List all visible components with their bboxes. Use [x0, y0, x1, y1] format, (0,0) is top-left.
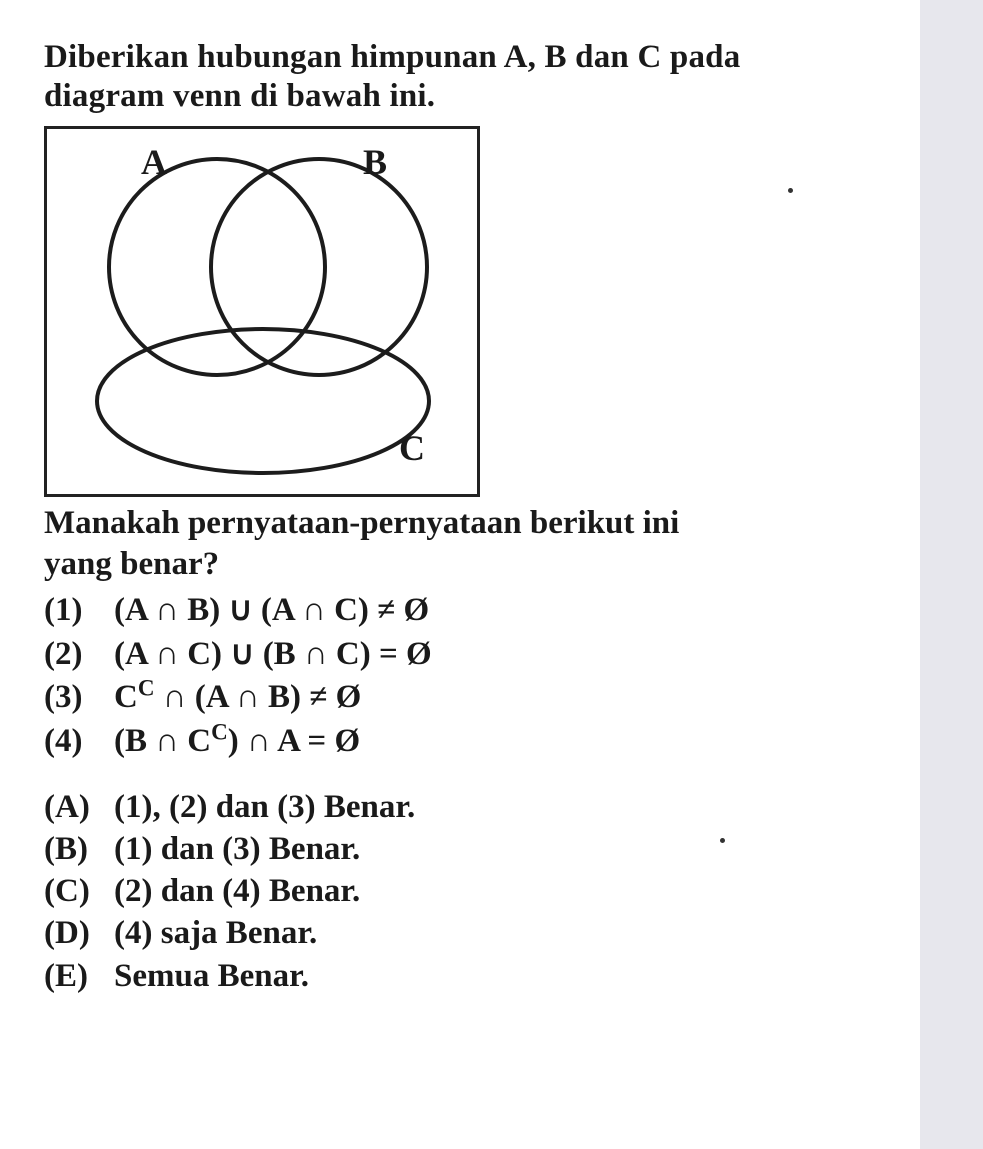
statement-row: (3) CC ∩ (A ∩ B) ≠ Ø [44, 676, 884, 720]
statement-number: (1) [44, 589, 114, 633]
statement-row: (4) (B ∩ CC) ∩ A = Ø [44, 720, 884, 764]
label-a: A [141, 141, 167, 183]
noise-speck [720, 838, 725, 843]
statement-number: (3) [44, 676, 114, 720]
label-c: C [399, 427, 425, 469]
prompt-line-2: diagram venn di bawah ini. [44, 78, 435, 114]
question-line-1: Manakah pernyataan-pernyataan berikut in… [44, 505, 679, 541]
option-label: (E) [44, 955, 114, 997]
statement-number: (2) [44, 633, 114, 677]
statement-list: (1) (A ∩ B) ∪ (A ∩ C) ≠ Ø (2) (A ∩ C) ∪ … [44, 589, 884, 763]
statement-expr: (A ∩ C) ∪ (B ∩ C) = Ø [114, 633, 432, 677]
problem-prompt: Diberikan hubungan himpunan A, B dan C p… [44, 38, 884, 116]
option-label: (B) [44, 828, 114, 870]
venn-diagram-box: A B C [44, 126, 480, 497]
option-text: (1), (2) dan (3) Benar. [114, 786, 415, 828]
prompt-line-1: Diberikan hubungan himpunan A, B dan C p… [44, 39, 740, 75]
option-label: (C) [44, 870, 114, 912]
page: Diberikan hubungan himpunan A, B dan C p… [0, 0, 920, 1149]
statement-expr: CC ∩ (A ∩ B) ≠ Ø [114, 676, 361, 720]
noise-speck [788, 188, 793, 193]
statement-number: (4) [44, 720, 114, 764]
statement-row: (1) (A ∩ B) ∪ (A ∩ C) ≠ Ø [44, 589, 884, 633]
statement-expr: (B ∩ CC) ∩ A = Ø [114, 720, 360, 764]
question-text: Manakah pernyataan-pernyataan berikut in… [44, 503, 884, 586]
option-text: (2) dan (4) Benar. [114, 870, 360, 912]
question-line-2: yang benar? [44, 546, 219, 582]
option-row: (C) (2) dan (4) Benar. [44, 870, 884, 912]
option-label: (D) [44, 912, 114, 954]
statement-expr: (A ∩ B) ∪ (A ∩ C) ≠ Ø [114, 589, 429, 633]
option-row: (D) (4) saja Benar. [44, 912, 884, 954]
option-text: (1) dan (3) Benar. [114, 828, 360, 870]
set-b-circle [211, 159, 427, 375]
option-label: (A) [44, 786, 114, 828]
option-text: Semua Benar. [114, 955, 309, 997]
label-b: B [363, 141, 387, 183]
option-text: (4) saja Benar. [114, 912, 317, 954]
answer-options: (A) (1), (2) dan (3) Benar. (B) (1) dan … [44, 786, 884, 997]
statement-row: (2) (A ∩ C) ∪ (B ∩ C) = Ø [44, 633, 884, 677]
option-row: (B) (1) dan (3) Benar. [44, 828, 884, 870]
option-row: (A) (1), (2) dan (3) Benar. [44, 786, 884, 828]
set-c-ellipse [97, 329, 429, 473]
option-row: (E) Semua Benar. [44, 955, 884, 997]
set-a-circle [109, 159, 325, 375]
